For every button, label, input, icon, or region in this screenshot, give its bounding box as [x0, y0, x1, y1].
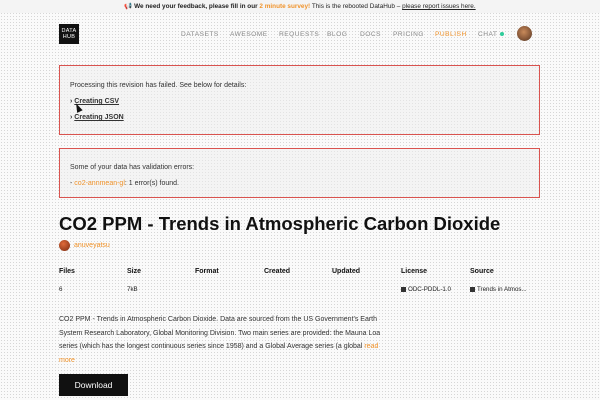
nav-chat[interactable]: CHAT — [478, 29, 505, 41]
validation-message: Some of your data has validation errors: — [70, 164, 195, 171]
license-text: ODC-PDDL-1.0 — [408, 286, 451, 293]
banner-text-2: This is the rebooted DataHub – — [311, 3, 401, 10]
nav-publish[interactable]: PUBLISH — [435, 31, 467, 38]
header-updated: Updated — [332, 268, 360, 275]
nav-chat-label: CHAT — [478, 31, 498, 38]
logo-line-1: DATA — [61, 28, 77, 34]
read-more-link[interactable]: read more — [59, 343, 379, 364]
datahub-logo[interactable]: DATA HUB — [59, 24, 79, 44]
validation-errors-alert: Some of your data has validation errors:… — [59, 148, 540, 198]
header-license: License — [401, 268, 428, 275]
validation-item: - co2-annmean-gl: 1 error(s) found. — [70, 180, 179, 187]
user-avatar[interactable] — [517, 26, 532, 41]
resource-link[interactable]: co2-annmean-gl — [74, 180, 125, 187]
source-value[interactable]: Trends in Atmos... — [470, 286, 527, 293]
author-link[interactable]: anuveyatsu — [74, 242, 110, 249]
logo-line-2: HUB — [62, 34, 76, 40]
expand-arrow-icon: › — [70, 114, 73, 121]
report-issues-link[interactable]: please report issues here. — [402, 3, 476, 10]
creating-json-item[interactable]: › Creating JSON — [70, 114, 124, 121]
processing-failed-alert: Processing this revision has failed. See… — [59, 65, 540, 135]
nav-blog[interactable]: BLOG — [327, 31, 348, 38]
header-format: Format — [195, 268, 219, 275]
validation-suffix: : 1 error(s) found. — [124, 180, 179, 187]
online-dot-icon — [500, 32, 505, 37]
nav-docs[interactable]: DOCS — [360, 31, 382, 38]
creating-json-link[interactable]: Creating JSON — [74, 114, 124, 121]
license-icon — [401, 286, 406, 292]
creating-csv-item[interactable]: › Creating CSV — [70, 98, 119, 105]
license-value[interactable]: ODC-PDDL-1.0 — [401, 286, 451, 293]
nav-datasets[interactable]: DATASETS — [181, 31, 219, 38]
banner-text: We need your feedback, please fill in ou… — [134, 3, 258, 10]
creating-csv-link[interactable]: Creating CSV — [74, 98, 120, 105]
description-text: CO2 PPM - Trends in Atmospheric Carbon D… — [59, 316, 381, 350]
survey-link[interactable]: 2 minute survey! — [259, 3, 311, 10]
header-files: Files — [59, 268, 75, 275]
header-size: Size — [127, 268, 142, 275]
feedback-banner: 📢 We need your feedback, please fill in … — [0, 0, 600, 13]
author-avatar[interactable] — [59, 240, 70, 251]
nav-awesome[interactable]: AWESOME — [230, 31, 268, 38]
alert-message: Processing this revision has failed. See… — [70, 82, 247, 89]
header-created: Created — [264, 268, 291, 275]
nav-requests[interactable]: REQUESTS — [279, 31, 320, 38]
header-source: Source — [470, 268, 494, 275]
download-button[interactable]: Download — [59, 374, 128, 396]
dataset-description: CO2 PPM - Trends in Atmospheric Carbon D… — [59, 313, 389, 367]
external-link-icon — [470, 286, 475, 292]
top-nav: DATASETS AWESOME REQUESTS BLOG DOCS PRIC… — [0, 29, 600, 41]
dataset-title: CO2 PPM - Trends in Atmospheric Carbon D… — [59, 213, 501, 234]
size-value: 7kB — [127, 286, 138, 293]
expand-arrow-icon: › — [70, 98, 73, 105]
list-dash: - — [70, 180, 73, 187]
source-text: Trends in Atmos... — [477, 286, 527, 293]
megaphone-icon: 📢 — [124, 3, 133, 10]
nav-pricing[interactable]: PRICING — [393, 31, 424, 38]
files-count: 6 — [59, 286, 63, 293]
